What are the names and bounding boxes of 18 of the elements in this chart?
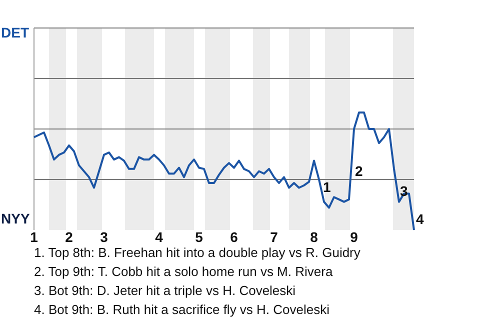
annotation: 1	[323, 179, 331, 195]
annotation: 2	[355, 163, 363, 179]
x-tick-label: 3	[100, 229, 108, 245]
text: 1. Top 8th: B. Freehan hit into a double play vs R. Guidry	[34, 245, 361, 260]
text: 2. Top 9th: T. Cobb hit a solo home run vs M. Rivera	[34, 264, 334, 279]
text: 4. Bot 9th: B. Ruth hit a sacrifice fly vs H. Coveleski	[34, 302, 330, 317]
text: DET	[1, 24, 30, 41]
text: 3. Bot 9th: D. Jeter hit a triple vs H. Coveleski	[34, 283, 296, 298]
text: NYY	[1, 210, 30, 227]
x-tick-label: 6	[230, 229, 238, 245]
x-tick-label: 7	[270, 229, 278, 245]
x-tick-label: 8	[310, 229, 318, 245]
text: 4	[416, 211, 424, 227]
x-tick-label: 2	[65, 229, 74, 245]
x-tick-label: 5	[195, 229, 204, 245]
x-tick-label: 1	[30, 229, 38, 245]
x-tick-label: 4	[155, 229, 164, 245]
x-tick-label: 9	[350, 229, 358, 245]
